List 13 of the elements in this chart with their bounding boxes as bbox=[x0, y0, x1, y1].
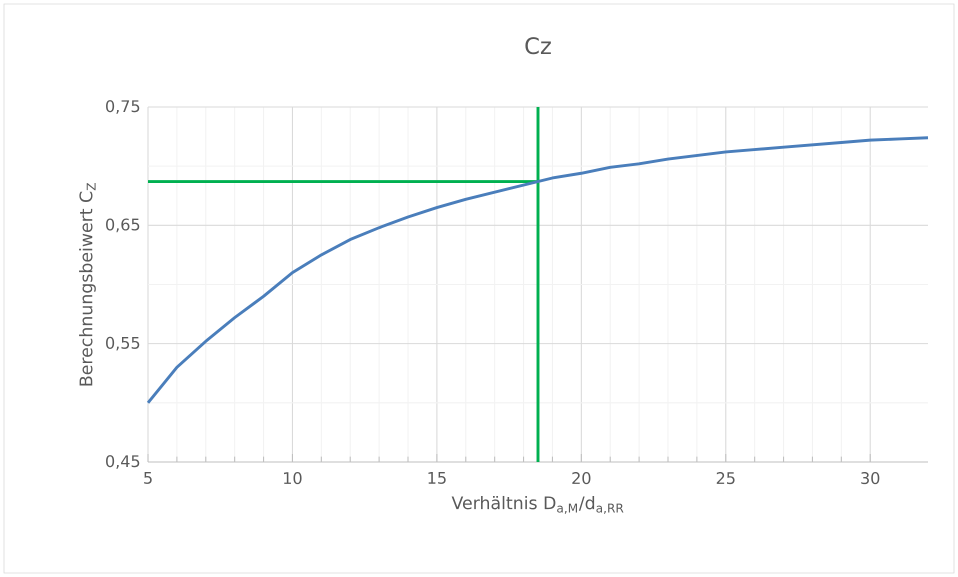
x-tick-label: 20 bbox=[572, 472, 590, 484]
x-tick-label: 5 bbox=[144, 472, 152, 484]
y-tick-label: 0,45 bbox=[106, 455, 140, 469]
y-tick-label: 0,55 bbox=[106, 336, 140, 351]
y-axis-title: Berechnungsbeiwert C$_{Z}$ bbox=[79, 183, 96, 386]
x-tick-label: 30 bbox=[861, 472, 880, 484]
chart-title: Cz bbox=[525, 37, 551, 54]
x-axis-title: Verhältnis D$_{a,M}$/d$_{a,RR}$ bbox=[452, 496, 624, 514]
x-tick-label: 15 bbox=[428, 472, 446, 484]
x-tick-label: 10 bbox=[284, 472, 302, 484]
x-tick-label: 25 bbox=[716, 472, 735, 484]
y-tick-label: 0,75 bbox=[106, 100, 140, 114]
y-tick-label: 0,65 bbox=[106, 218, 140, 232]
